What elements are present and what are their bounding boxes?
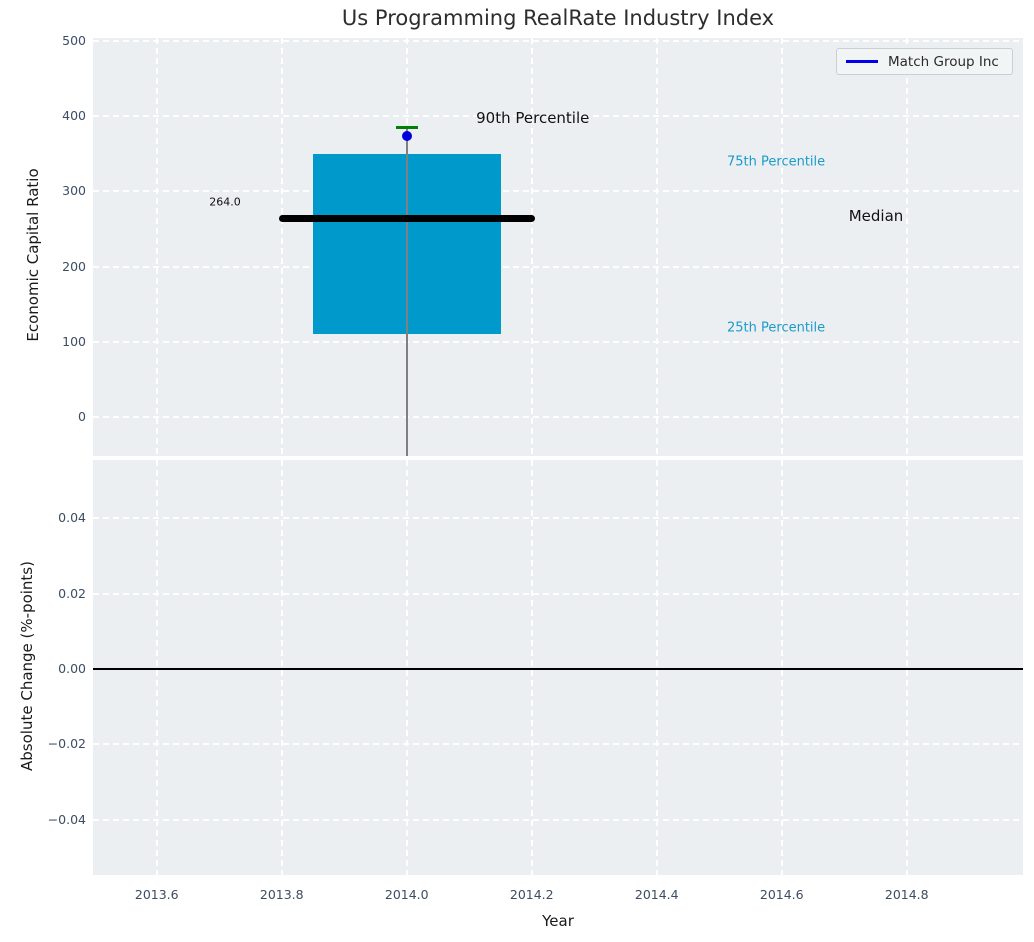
x-axis-label: Year — [542, 912, 574, 930]
gridline-v — [655, 460, 658, 875]
gridline-v — [780, 38, 783, 456]
y-tick-label: 200 — [62, 258, 86, 274]
x-tick-label: 2014.6 — [759, 887, 804, 902]
legend-line-swatch — [846, 60, 878, 63]
gridline-h — [93, 517, 1023, 520]
y-tick-label: −0.04 — [47, 811, 86, 827]
y-tick-label: 100 — [62, 333, 86, 349]
chart-title: Us Programming RealRate Industry Index — [341, 6, 775, 30]
gridline-v — [530, 38, 533, 456]
gridline-v — [905, 460, 908, 875]
x-tick-label: 2013.8 — [259, 887, 304, 902]
gridline-v — [155, 460, 158, 875]
y-tick-label: 300 — [62, 183, 86, 199]
gridline-v — [905, 38, 908, 456]
gridline-h — [93, 743, 1023, 746]
gridline-h — [93, 818, 1023, 821]
gridline-v — [280, 38, 283, 456]
gridline-v — [405, 460, 408, 875]
gridline-h — [93, 340, 1023, 343]
y-tick-label: 0.00 — [58, 661, 86, 676]
gridline-h — [93, 39, 1023, 42]
gridline-h — [93, 416, 1023, 419]
gridline-v — [655, 38, 658, 456]
legend: Match Group Inc — [836, 48, 1013, 75]
annotation-p90: 90th Percentile — [476, 109, 590, 128]
percentile-90-cap — [395, 125, 418, 129]
annotation-median: Median — [848, 207, 904, 226]
y-tick-label: 400 — [62, 107, 86, 123]
gridline-v — [780, 460, 783, 875]
gridline-h — [93, 190, 1023, 193]
annotation-median-value: 264.0 — [209, 195, 241, 209]
gridline-h — [93, 592, 1023, 595]
whisker-stem — [405, 127, 408, 456]
top-axes: 264.0 90th Percentile 75th Percentile Media… — [93, 38, 1023, 456]
x-tick-label: 2014.8 — [884, 887, 929, 902]
legend-label: Match Group Inc — [888, 53, 999, 70]
x-tick-label: 2014.0 — [384, 887, 429, 902]
y-tick-label: 500 — [62, 32, 86, 48]
company-marker — [401, 130, 412, 141]
x-tick-label: 2013.6 — [134, 887, 179, 902]
gridline-v — [155, 38, 158, 456]
gridline-v — [530, 460, 533, 875]
bottom-axes — [93, 460, 1023, 875]
y-tick-label: 0.02 — [58, 585, 86, 601]
y-tick-label: −0.02 — [47, 736, 86, 752]
x-tick-label: 2014.4 — [634, 887, 679, 902]
x-tick-label: 2014.2 — [509, 887, 554, 902]
zero-line — [93, 668, 1023, 670]
y-tick-label: 0.04 — [58, 510, 86, 526]
gridline-h — [93, 114, 1023, 117]
gridline-v — [280, 460, 283, 875]
gridline-h — [93, 265, 1023, 268]
median-line — [278, 214, 535, 222]
y-tick-label: 0 — [78, 409, 86, 425]
annotation-p75: 75th Percentile — [727, 154, 826, 170]
annotation-p25: 25th Percentile — [727, 320, 826, 336]
